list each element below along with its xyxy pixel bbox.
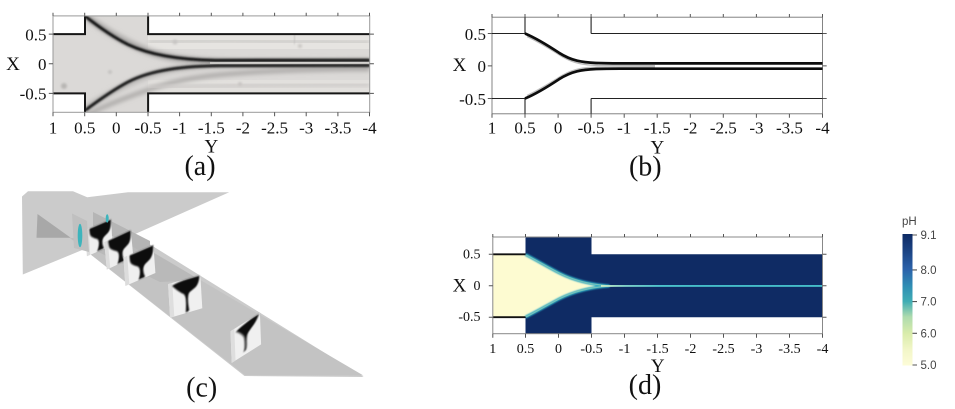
svg-text:X: X <box>453 276 467 297</box>
svg-text:-0.5: -0.5 <box>20 85 47 104</box>
svg-text:pH: pH <box>902 216 917 228</box>
svg-text:-2: -2 <box>683 119 697 138</box>
svg-text:0.5: 0.5 <box>517 342 535 357</box>
svg-text:-2: -2 <box>685 342 697 357</box>
svg-text:1: 1 <box>489 342 496 357</box>
svg-text:-2.5: -2.5 <box>712 342 734 357</box>
svg-text:(d): (d) <box>629 370 662 401</box>
svg-text:X: X <box>6 54 20 75</box>
svg-text:0.5: 0.5 <box>74 119 95 138</box>
svg-text:-3: -3 <box>751 342 763 357</box>
svg-text:8.0: 8.0 <box>921 265 937 277</box>
svg-text:6.0: 6.0 <box>921 328 937 340</box>
svg-text:-3.5: -3.5 <box>778 342 800 357</box>
svg-text:0: 0 <box>474 279 481 294</box>
svg-text:-3: -3 <box>299 119 313 138</box>
svg-text:-2.5: -2.5 <box>710 119 737 138</box>
svg-text:-4: -4 <box>815 119 830 138</box>
svg-text:(c): (c) <box>186 373 217 404</box>
svg-text:Y: Y <box>205 137 219 158</box>
svg-text:-0.5: -0.5 <box>578 119 605 138</box>
svg-text:-2.5: -2.5 <box>261 119 288 138</box>
svg-text:-0.5: -0.5 <box>459 90 486 109</box>
svg-text:0.5: 0.5 <box>463 247 481 262</box>
svg-text:7.0: 7.0 <box>921 297 937 309</box>
svg-text:9.1: 9.1 <box>921 230 937 242</box>
svg-text:0: 0 <box>478 57 487 76</box>
svg-text:-0.5: -0.5 <box>458 310 480 325</box>
svg-text:-1: -1 <box>617 119 631 138</box>
svg-text:-1.5: -1.5 <box>644 119 671 138</box>
svg-text:(a): (a) <box>184 151 215 182</box>
svg-text:1: 1 <box>488 119 497 138</box>
svg-text:X: X <box>453 55 467 76</box>
svg-text:(b): (b) <box>629 152 662 183</box>
svg-text:-4: -4 <box>362 119 377 138</box>
svg-text:-1.5: -1.5 <box>198 119 225 138</box>
svg-text:-1: -1 <box>173 119 187 138</box>
svg-text:0: 0 <box>554 119 563 138</box>
svg-text:0.5: 0.5 <box>25 25 46 44</box>
svg-text:1: 1 <box>49 119 58 138</box>
svg-text:0.5: 0.5 <box>514 119 535 138</box>
svg-text:-1.5: -1.5 <box>646 342 668 357</box>
svg-text:-1: -1 <box>619 342 631 357</box>
svg-text:-4: -4 <box>817 342 829 357</box>
svg-text:0: 0 <box>38 55 47 74</box>
svg-text:-3.5: -3.5 <box>324 119 351 138</box>
svg-text:-3.5: -3.5 <box>776 119 803 138</box>
svg-text:-0.5: -0.5 <box>580 342 602 357</box>
svg-text:Y: Y <box>651 356 665 377</box>
svg-text:0.5: 0.5 <box>465 25 486 44</box>
svg-text:0: 0 <box>112 119 121 138</box>
svg-text:0: 0 <box>555 342 562 357</box>
svg-text:5.0: 5.0 <box>921 360 937 372</box>
svg-text:-0.5: -0.5 <box>135 119 162 138</box>
svg-text:-3: -3 <box>749 119 763 138</box>
svg-text:-2: -2 <box>236 119 250 138</box>
svg-text:Y: Y <box>651 138 665 159</box>
